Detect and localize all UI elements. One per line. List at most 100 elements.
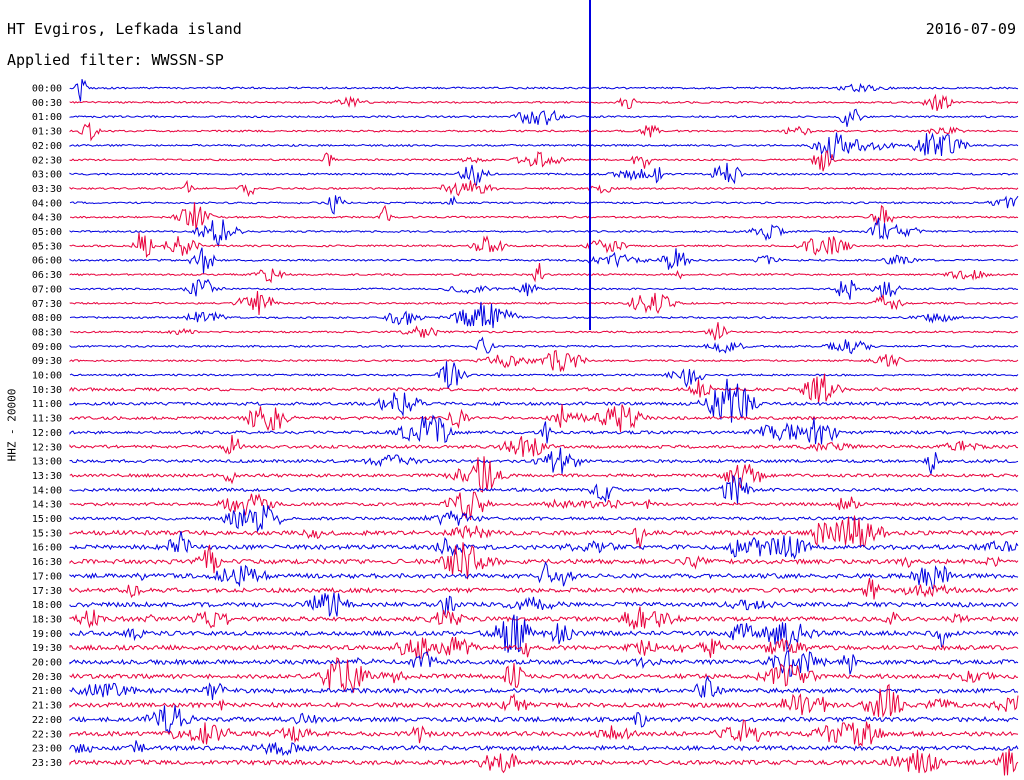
row-time-label: 04:30 — [32, 213, 62, 224]
row-time-label: 09:30 — [32, 356, 62, 367]
row-time-label: 20:00 — [32, 658, 62, 669]
trace-line — [69, 301, 1019, 329]
trace-line — [69, 561, 1019, 590]
row-time-label: 16:00 — [32, 543, 62, 554]
row-time-label: 05:30 — [32, 241, 62, 252]
row-time-label: 09:00 — [32, 342, 62, 353]
trace-line — [69, 434, 1019, 457]
row-time-label: 01:30 — [32, 127, 62, 138]
row-time-label: 02:30 — [32, 155, 62, 166]
time-labels: 00:00 00:30 01:00 01:30 02:00 02:30 03:00 03:30… — [32, 84, 62, 769]
station-title: HT Evgiros, Lefkada island — [7, 20, 242, 38]
row-time-label: 15:00 — [32, 514, 62, 525]
row-time-label: 08:30 — [32, 327, 62, 338]
row-time-label: 22:00 — [32, 715, 62, 726]
trace-line — [69, 578, 1019, 600]
trace-line — [69, 336, 1019, 355]
trace-line — [69, 491, 1019, 520]
trace-line — [69, 361, 1019, 389]
trace-line — [69, 719, 1019, 747]
row-time-label: 16:30 — [32, 557, 62, 568]
row-time-label: 14:30 — [32, 500, 62, 511]
row-time-label: 17:00 — [32, 571, 62, 582]
row-time-label: 04:00 — [32, 198, 62, 209]
trace-line — [69, 657, 1019, 693]
trace-line — [69, 592, 1019, 617]
trace-line — [70, 202, 1019, 231]
trace-line — [69, 132, 1019, 161]
row-time-label: 12:00 — [32, 428, 62, 439]
row-time-label: 13:30 — [32, 471, 62, 482]
trace-line — [69, 278, 1018, 300]
traces — [69, 0, 1019, 776]
row-time-label: 00:00 — [32, 84, 62, 95]
date-label: 2016-07-09 — [925, 20, 1016, 38]
trace-line — [69, 403, 1019, 433]
trace-line — [69, 247, 1019, 274]
trace-line — [69, 414, 1019, 445]
trace-line — [69, 162, 1019, 186]
row-time-label: 23:00 — [32, 744, 62, 755]
trace-line — [69, 614, 1019, 653]
trace-line — [69, 636, 1019, 659]
trace-line — [69, 474, 1019, 504]
row-time-label: 18:30 — [32, 614, 62, 625]
row-time-label: 11:00 — [32, 399, 62, 410]
trace-line — [69, 505, 1018, 533]
row-time-label: 06:30 — [32, 270, 62, 281]
row-time-label: 23:30 — [32, 758, 62, 769]
trace-line — [69, 93, 1019, 112]
trace-line — [69, 515, 1018, 549]
row-time-label: 12:30 — [32, 442, 62, 453]
trace-line — [69, 150, 1019, 172]
row-time-label: 21:30 — [32, 701, 62, 712]
trace-line — [69, 290, 1019, 316]
row-time-label: 22:30 — [32, 729, 62, 740]
trace-line — [69, 78, 1019, 102]
row-time-label: 18:00 — [32, 600, 62, 611]
trace-line — [69, 373, 1019, 404]
trace-line — [69, 650, 1019, 677]
trace-line — [69, 263, 1019, 284]
trace-line — [69, 217, 1019, 248]
row-time-label: 17:30 — [32, 586, 62, 597]
row-time-label: 07:30 — [32, 299, 62, 310]
row-time-label: 03:00 — [32, 170, 62, 181]
trace-line — [69, 108, 1019, 127]
trace-line — [69, 121, 1019, 142]
row-time-label: 15:30 — [32, 528, 62, 539]
trace-line — [69, 195, 1019, 215]
trace-line — [69, 179, 1019, 198]
trace-line — [69, 748, 1019, 776]
trace-line — [69, 531, 1019, 560]
row-time-label: 21:00 — [32, 686, 62, 697]
row-time-label: 06:00 — [32, 256, 62, 267]
row-time-label: 05:00 — [32, 227, 62, 238]
trace-line — [69, 542, 1019, 580]
trace-line — [69, 683, 1019, 718]
trace-line — [69, 447, 1019, 475]
row-time-label: 20:30 — [32, 672, 62, 683]
row-time-label: 02:00 — [32, 141, 62, 152]
row-time-label: 10:00 — [32, 371, 62, 382]
row-time-label: 03:30 — [32, 184, 62, 195]
trace-line — [69, 606, 1019, 630]
row-time-label: 00:30 — [32, 98, 62, 109]
trace-line — [69, 378, 1019, 423]
filter-label: Applied filter: WWSSN-SP — [7, 51, 224, 69]
trace-line — [69, 349, 1019, 372]
row-time-label: 11:30 — [32, 414, 62, 425]
row-time-label: 07:00 — [32, 284, 62, 295]
trace-line — [69, 232, 1019, 259]
row-time-label: 01:00 — [32, 112, 62, 123]
row-time-label: 14:00 — [32, 485, 62, 496]
trace-line — [69, 705, 1019, 736]
row-time-label: 10:30 — [32, 385, 62, 396]
row-time-label: 13:00 — [32, 457, 62, 468]
trace-line — [69, 456, 1019, 493]
trace-line — [69, 740, 1019, 757]
trace-line — [69, 322, 1019, 341]
row-time-label: 19:00 — [32, 629, 62, 640]
row-time-label: 08:00 — [32, 313, 62, 324]
trace-line — [69, 675, 1019, 701]
